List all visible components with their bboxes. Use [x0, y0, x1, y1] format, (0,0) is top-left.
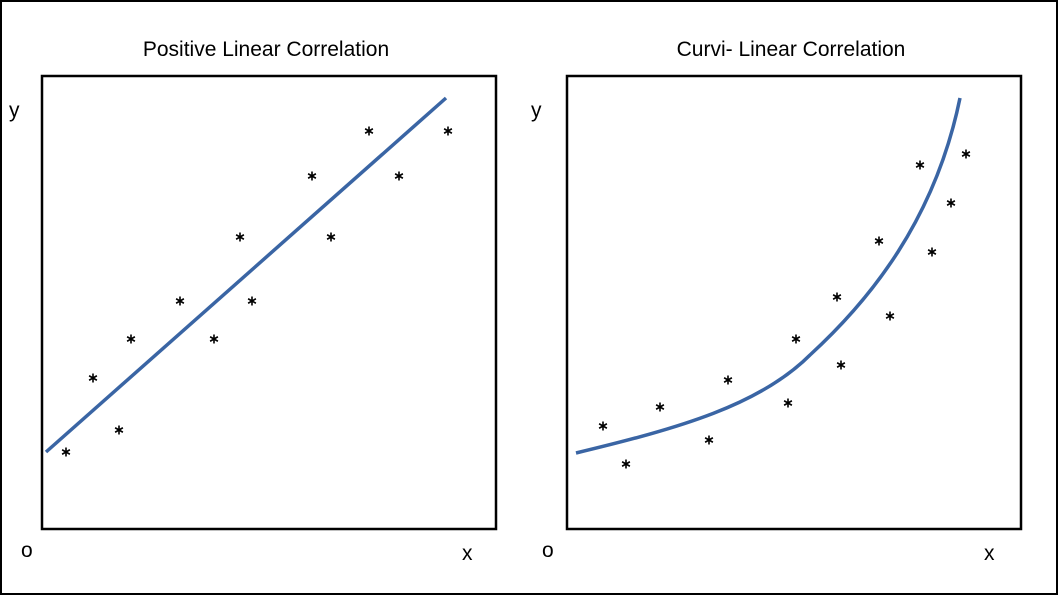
point-marker — [836, 360, 846, 370]
trend-line — [44, 96, 448, 454]
point-marker — [88, 373, 98, 383]
y-axis-label: y — [9, 99, 20, 122]
point-marker — [704, 435, 714, 445]
point-marker — [874, 236, 884, 246]
point-marker — [832, 292, 842, 302]
point-marker — [621, 459, 631, 469]
point-marker — [247, 296, 257, 306]
x-axis-label: x — [984, 542, 995, 565]
point-marker — [364, 126, 374, 136]
point-marker — [946, 198, 956, 208]
point-marker — [61, 447, 71, 457]
point-marker — [326, 232, 336, 242]
point-marker — [927, 247, 937, 257]
scatter-points — [61, 126, 453, 457]
point-marker — [723, 375, 733, 385]
plot-box — [40, 74, 498, 531]
point-marker — [655, 402, 665, 412]
point-marker — [598, 421, 608, 431]
point-marker — [791, 334, 801, 344]
point-marker — [209, 334, 219, 344]
x-axis-label: x — [462, 542, 473, 565]
point-marker — [394, 171, 404, 181]
point-marker — [885, 311, 895, 321]
origin-label: o — [542, 539, 554, 562]
point-marker — [443, 126, 453, 136]
scatter-points — [598, 149, 971, 469]
trend-curve — [575, 97, 962, 455]
point-marker — [235, 232, 245, 242]
panel-title: Positive Linear Correlation — [143, 38, 389, 61]
point-marker — [175, 296, 185, 306]
point-marker — [126, 334, 136, 344]
panel-title: Curvi- Linear Correlation — [677, 38, 906, 61]
point-marker — [783, 398, 793, 408]
plot-box — [565, 74, 1023, 531]
point-marker — [961, 149, 971, 159]
y-axis-label: y — [531, 99, 542, 122]
point-marker — [915, 160, 925, 170]
origin-label: o — [21, 539, 33, 562]
point-marker — [114, 425, 124, 435]
point-marker — [307, 171, 317, 181]
